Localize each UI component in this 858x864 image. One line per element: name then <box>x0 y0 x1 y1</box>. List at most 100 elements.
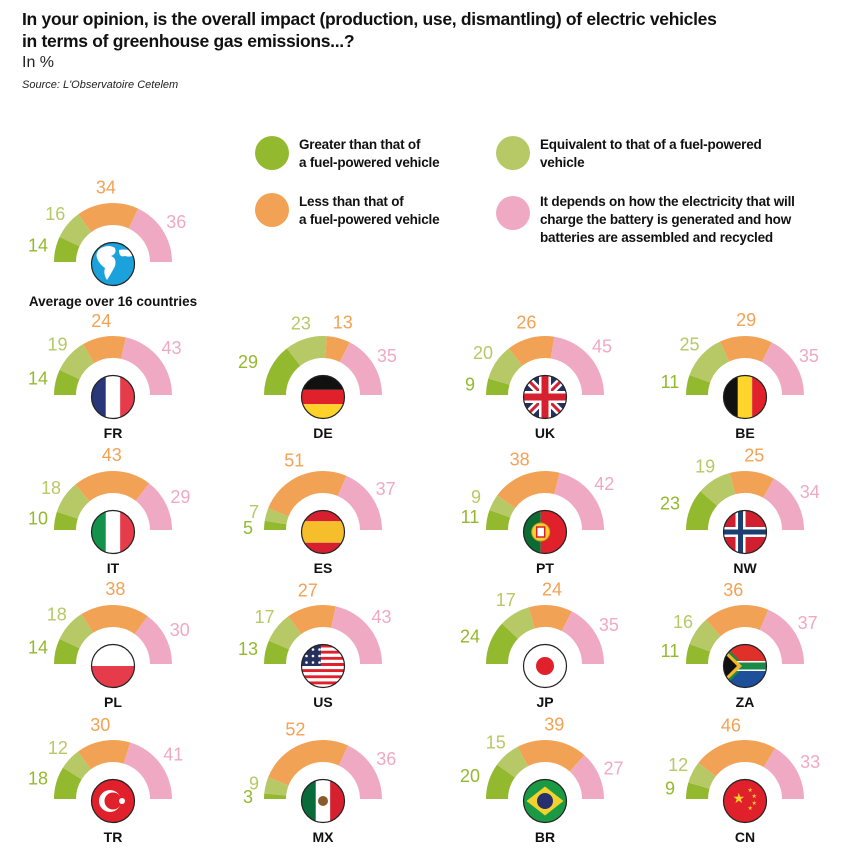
gauge-segment-less <box>77 740 131 770</box>
gauge-segment-greater <box>54 236 80 262</box>
gauge-za: 11 16 36 37 ZA <box>661 580 818 710</box>
gauge-segment-depends <box>134 616 172 664</box>
country-label: IT <box>107 560 120 576</box>
value-label-equivalent: 9 <box>249 773 259 793</box>
legend-item-greater: Greater than that of a fuel-powered vehic… <box>255 136 440 172</box>
gauge-segment-less <box>497 471 560 509</box>
value-label-depends: 41 <box>163 744 183 764</box>
gauge-segment-depends <box>135 483 172 530</box>
country-label: US <box>313 694 332 710</box>
gauge-segment-depends <box>569 755 604 799</box>
value-label-depends: 27 <box>603 758 623 778</box>
gauge-segment-greater <box>54 767 82 799</box>
gauge-segment-equivalent <box>56 484 90 519</box>
gauge-segment-greater <box>685 491 718 530</box>
china-flag-icon: ★★★★★ <box>722 778 768 824</box>
gauge-segment-equivalent <box>268 616 302 650</box>
gauge-segment-equivalent <box>497 746 528 778</box>
gauge-it: 10 18 43 29 IT <box>28 445 190 576</box>
value-label-greater: 14 <box>28 236 48 256</box>
country-label: MX <box>313 829 335 845</box>
gauge-segment-greater <box>486 378 510 395</box>
gauge-segment-depends <box>554 472 604 530</box>
value-label-depends: 33 <box>800 752 820 772</box>
value-label-less: 24 <box>542 579 562 599</box>
belgium-flag-icon <box>722 374 768 420</box>
gauge-segment-less <box>528 604 572 632</box>
value-label-less: 24 <box>91 311 111 331</box>
gauge-segment-greater <box>686 644 711 664</box>
value-label-greater: 13 <box>238 639 258 659</box>
value-label-less: 46 <box>721 715 741 735</box>
value-label-greater: 14 <box>28 638 48 658</box>
value-label-greater: 14 <box>28 369 48 389</box>
gauge-segment-equivalent <box>700 473 736 506</box>
gauge-segment-depends <box>759 609 804 664</box>
value-label-greater: 23 <box>660 494 680 514</box>
country-label: DE <box>313 425 332 441</box>
japan-flag-icon <box>522 643 568 689</box>
gauge-de: 29 23 13 35 DE <box>238 313 397 441</box>
germany-flag-icon <box>300 374 346 420</box>
value-label-greater: 24 <box>460 626 480 646</box>
svg-text:★: ★ <box>748 787 753 794</box>
gauge-segment-equivalent <box>264 508 289 525</box>
gauge-mx: 39 52 36 MX <box>243 719 396 845</box>
value-label-depends: 34 <box>800 482 820 502</box>
gauge-segment-equivalent <box>286 336 327 366</box>
value-label-less: 13 <box>333 313 353 333</box>
value-label-equivalent: 20 <box>473 343 493 363</box>
value-label-equivalent: 18 <box>41 478 61 498</box>
value-label-greater: 3 <box>243 787 253 807</box>
gauge-segment-less <box>508 336 555 366</box>
gauge-segment-less <box>705 605 769 637</box>
legend-text-less: Less than that of a fuel-powered vehicle <box>299 194 440 227</box>
title-line-2: in terms of greenhouse gas emissions...? <box>22 31 355 51</box>
legend-text-equivalent: Equivalent to that of a fuel-powered vehi… <box>540 137 762 170</box>
gauge-segment-less <box>719 335 772 363</box>
gauge-segment-less <box>268 471 347 517</box>
gauge-segment-depends <box>761 342 804 395</box>
value-label-equivalent: 12 <box>48 738 68 758</box>
value-label-less: 27 <box>298 581 318 601</box>
svg-text:★: ★ <box>752 793 757 800</box>
value-label-less: 26 <box>516 312 536 332</box>
value-label-less: 30 <box>90 715 110 735</box>
legend-item-equivalent: Equivalent to that of a fuel-powered vehi… <box>496 136 762 172</box>
value-label-equivalent: 16 <box>45 204 65 224</box>
gauge-us: 13 17 27 43 US <box>238 581 392 710</box>
value-label-depends: 45 <box>592 336 612 356</box>
legend-swatch-depends <box>496 196 530 230</box>
value-label-greater: 29 <box>238 352 258 372</box>
svg-text:★: ★ <box>752 800 757 807</box>
gauge-segment-equivalent <box>501 607 535 639</box>
legend-swatch-equivalent <box>496 136 530 170</box>
value-label-depends: 43 <box>162 338 182 358</box>
svg-text:★: ★ <box>733 791 746 807</box>
value-label-less: 52 <box>285 719 305 739</box>
value-label-equivalent: 15 <box>486 732 506 752</box>
gauge-segment-less <box>729 471 774 498</box>
gauge-segment-less <box>698 740 776 777</box>
chart-title: In your opinion, is the overall impact (… <box>22 8 822 52</box>
value-label-depends: 43 <box>372 607 392 627</box>
legend-item-depends: It depends on how the electricity that w… <box>496 193 795 247</box>
gauge-segment-depends <box>123 742 172 799</box>
value-label-greater: 9 <box>465 374 475 394</box>
gauge-jp: 24 17 24 35 JP <box>460 579 619 710</box>
value-label-greater: 10 <box>28 508 48 528</box>
gauge-segment-equivalent <box>489 495 516 518</box>
brazil-flag-icon <box>522 778 568 824</box>
gauge-segment-depends <box>763 748 804 799</box>
gauge-uk: 9 20 26 45 UK <box>465 312 612 441</box>
gauge-segment-greater <box>54 511 78 530</box>
legend-item-less: Less than that of a fuel-powered vehicle <box>255 193 440 229</box>
gauge-segment-greater <box>264 640 290 664</box>
gauge-segment-equivalent <box>264 777 289 796</box>
value-label-depends: 30 <box>170 620 190 640</box>
country-label: ES <box>314 560 333 576</box>
gauge-segment-depends <box>338 745 382 799</box>
gauge-segment-greater <box>486 764 515 799</box>
value-label-greater: 11 <box>661 372 680 392</box>
